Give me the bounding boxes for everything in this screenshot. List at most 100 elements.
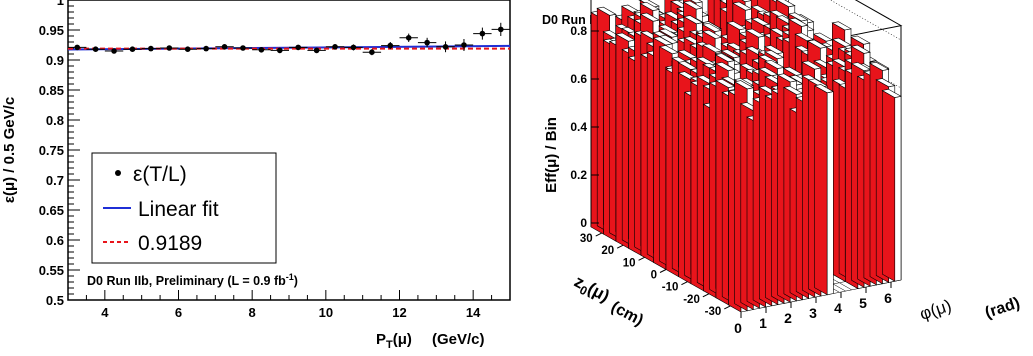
marker <box>479 30 486 37</box>
bar-top-face <box>720 49 741 59</box>
z0-tick-label: -30 <box>705 306 722 318</box>
data-point <box>141 45 161 52</box>
right-x-axis-unit: (rad) <box>983 295 1022 322</box>
right-z-axis-label: Eff(μ) / Bin <box>543 117 560 193</box>
phi-tick-label: 2 <box>784 310 792 326</box>
bar-top-face <box>715 78 736 88</box>
bar-top-face <box>776 0 796 8</box>
bar-top-face <box>682 0 704 10</box>
marker <box>295 44 302 51</box>
bar-top-face <box>850 44 871 54</box>
bar-top-face <box>850 62 872 72</box>
marker <box>461 42 467 48</box>
z0-tick-label: 30 <box>580 233 593 245</box>
left-chart: 0.5 0.55 0.6 0.65 0.7 0.75 0.8 0.85 0.9 0.95 1 4 6 8… <box>1 0 511 351</box>
data-point <box>215 44 234 50</box>
z0-tick-label: 20 <box>601 245 614 257</box>
marker <box>166 45 173 51</box>
bar-top-face <box>758 67 779 77</box>
data-point <box>491 22 510 36</box>
data-point <box>362 49 382 56</box>
bar-top-face <box>741 0 753 3</box>
marker <box>74 44 81 51</box>
marker <box>350 44 357 51</box>
left-x-tick-label: 6 <box>175 305 182 320</box>
bar-top-face <box>639 1 660 11</box>
bar-top-face <box>615 32 636 42</box>
data-point <box>270 47 289 54</box>
left-x-tick-label: 8 <box>249 305 256 320</box>
marker <box>424 39 430 46</box>
marker <box>387 42 394 49</box>
data-point <box>68 44 87 51</box>
bar-top-face <box>881 88 902 98</box>
phi-tick-label: 4 <box>834 300 842 316</box>
z0-tick-label: 10 <box>623 257 636 269</box>
bar-top-face <box>658 28 679 38</box>
marker <box>203 45 209 52</box>
left-x-axis-unit: (GeV/c) <box>432 331 485 348</box>
left-x-tick-label: 10 <box>319 305 333 320</box>
data-point <box>123 46 142 52</box>
legend-label-points: ε(T/L) <box>133 163 187 186</box>
marker <box>276 47 283 54</box>
left-y-tick-label: 0.8 <box>46 113 64 128</box>
marker <box>258 47 265 53</box>
data-point <box>160 45 179 51</box>
left-y-tick-label: 1 <box>57 0 64 8</box>
z0-tick <box>638 256 645 261</box>
data-point <box>178 46 197 52</box>
left-x-ticks: 4 6 8 10 12 14 <box>67 290 511 320</box>
bar-top-face <box>702 43 723 53</box>
marker <box>221 44 228 50</box>
bar-top-face <box>812 32 834 42</box>
z0-tick-label: -10 <box>662 282 679 294</box>
bar-top-face <box>875 78 896 88</box>
marker <box>111 48 117 54</box>
z-tick-label: 0.4 <box>570 120 587 134</box>
bar-top-face <box>658 45 680 55</box>
bar-top-face <box>732 1 753 11</box>
marker <box>92 46 99 52</box>
bar <box>813 84 835 296</box>
bar-top-face <box>726 21 747 31</box>
bar-top-face <box>776 73 798 83</box>
bar-top-face <box>788 12 809 22</box>
phi-tick-label: 6 <box>884 290 892 306</box>
left-y-ticks: 0.5 0.55 0.6 0.65 0.7 0.75 0.8 0.85 0.9 0.95 1 <box>39 0 80 308</box>
right-y-axis-label: z0(μ) <box>570 272 613 309</box>
data-point <box>436 41 455 53</box>
bar-top-face <box>801 60 822 70</box>
bar-top-face <box>701 22 723 32</box>
lego-bars <box>590 0 902 313</box>
z-tick-label: 0.2 <box>570 168 587 182</box>
phi-tick-label: 1 <box>759 315 767 331</box>
left-y-tick-label: 0.7 <box>46 173 64 188</box>
z-tick-label: 0.8 <box>570 24 587 38</box>
data-point <box>233 45 253 51</box>
bar-top-face <box>714 53 736 63</box>
bar-top-face <box>807 39 828 49</box>
data-point <box>104 48 124 54</box>
bar-front-face <box>826 91 834 296</box>
left-annotation: D0 Run IIb, Preliminary (L = 0.9 fb-1) <box>87 272 298 288</box>
phi-tick-label: 3 <box>809 305 817 321</box>
marker <box>184 46 191 52</box>
lego-axes: 00.20.40.60.8101234563020100-10-20-30 <box>570 0 892 336</box>
z0-tick <box>616 244 624 249</box>
marker <box>240 45 246 51</box>
data-point <box>289 44 308 51</box>
legend-marker-points <box>115 170 121 176</box>
legend-label-constant: 0.9189 <box>138 232 202 255</box>
bar-top-face <box>763 45 785 55</box>
data-point <box>381 42 400 50</box>
left-x-tick-label: 12 <box>392 305 406 320</box>
right-chart: D0 Run IIb, Preliminary (L = 0.9 fb-1) 0… <box>542 0 1022 336</box>
data-point <box>399 33 418 42</box>
left-y-tick-label: 0.75 <box>39 143 64 158</box>
left-y-tick-label: 0.5 <box>46 293 64 308</box>
bar-top-face <box>763 50 785 60</box>
bar-top-face <box>764 59 785 69</box>
z-tick-label: 0 <box>580 216 587 230</box>
bar-top-face <box>783 85 804 95</box>
